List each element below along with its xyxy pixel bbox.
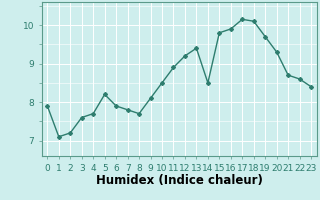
X-axis label: Humidex (Indice chaleur): Humidex (Indice chaleur) [96,174,263,187]
